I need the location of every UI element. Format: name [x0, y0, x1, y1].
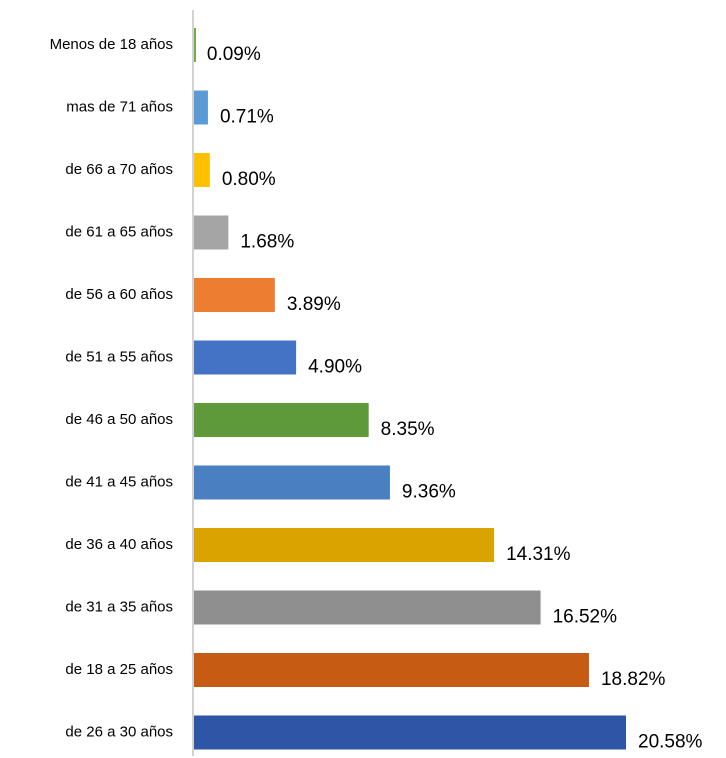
value-label: 0.80%: [222, 169, 276, 190]
value-label: 3.89%: [287, 294, 341, 315]
bar: [194, 28, 196, 62]
bar: [194, 90, 208, 125]
category-label: de 51 a 55 años: [65, 348, 173, 365]
value-label: 8.35%: [381, 419, 435, 440]
value-label: 4.90%: [308, 357, 362, 378]
category-label: Menos de 18 años: [50, 36, 173, 53]
value-label: 0.09%: [207, 44, 261, 65]
bar: [194, 153, 210, 187]
category-label: de 61 a 65 años: [65, 223, 173, 240]
value-label: 20.58%: [638, 732, 703, 753]
bar: [194, 590, 541, 625]
value-label: 14.31%: [506, 544, 571, 565]
bar: [194, 715, 626, 750]
value-label: 1.68%: [240, 232, 294, 253]
bar: [194, 403, 369, 437]
bar: [194, 653, 589, 687]
value-label: 9.36%: [402, 482, 456, 503]
category-label: de 36 a 40 años: [65, 536, 173, 553]
bar: [194, 528, 495, 562]
category-label: de 46 a 50 años: [65, 411, 173, 428]
bar: [194, 215, 229, 250]
value-label: 16.52%: [553, 607, 618, 628]
bar: [194, 340, 297, 375]
value-label: 0.71%: [220, 107, 274, 128]
category-label: de 56 a 60 años: [65, 286, 173, 303]
category-label: de 66 a 70 años: [65, 161, 173, 178]
value-label: 18.82%: [601, 669, 666, 690]
category-label: de 31 a 35 años: [65, 598, 173, 615]
category-label: de 41 a 45 años: [65, 473, 173, 490]
category-label: mas de 71 años: [66, 98, 173, 115]
bar: [194, 465, 390, 500]
category-label: de 18 a 25 años: [65, 661, 173, 678]
category-label: de 26 a 30 años: [65, 723, 173, 740]
bar: [194, 278, 275, 312]
